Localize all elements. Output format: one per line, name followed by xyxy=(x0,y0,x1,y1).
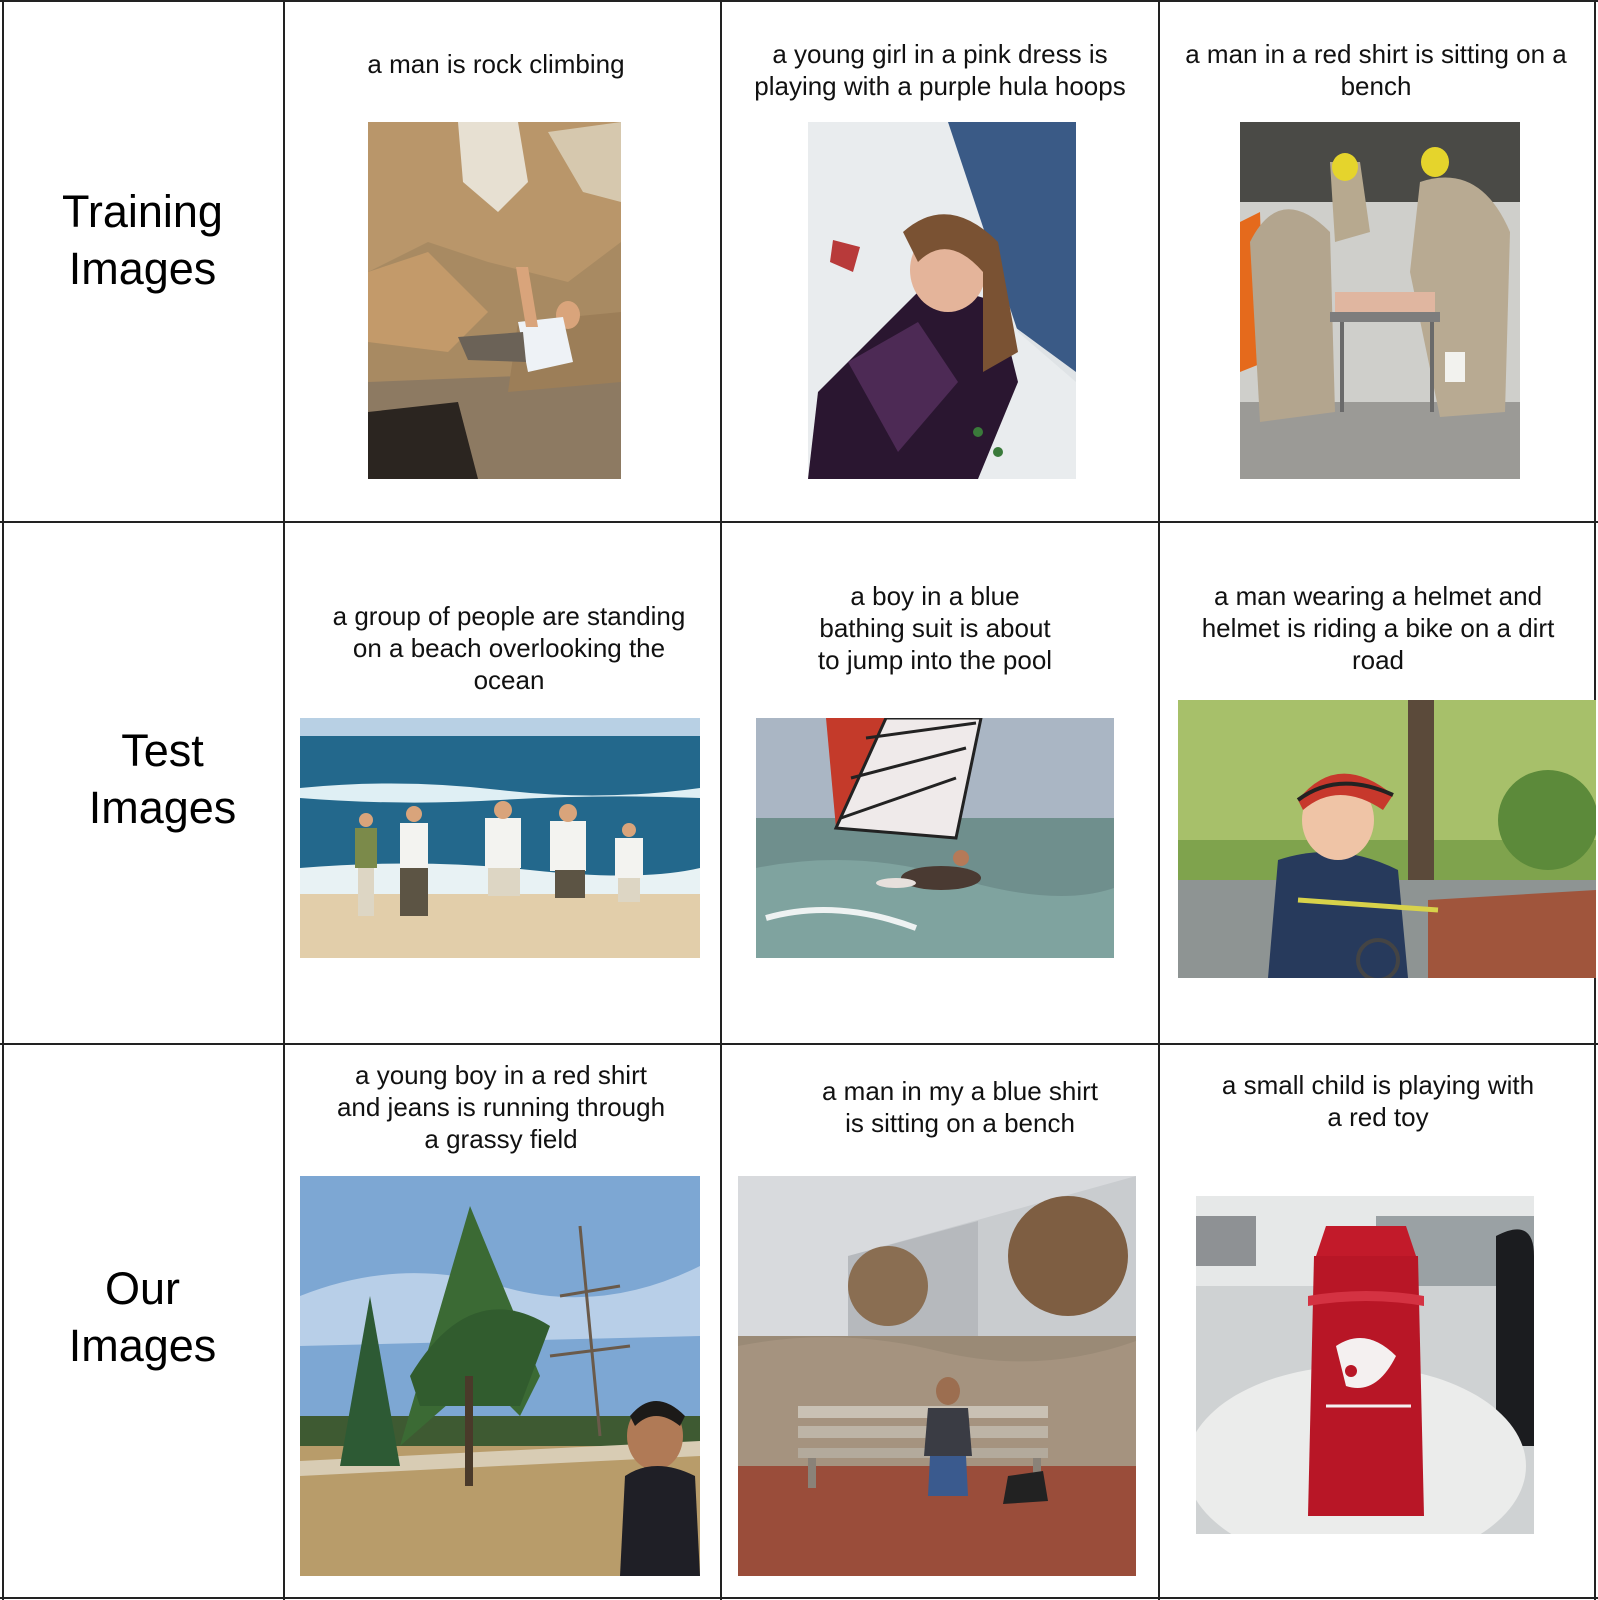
windsurfer-photo xyxy=(756,718,1114,958)
caption-cell-3: a man in a red shirt is sitting on a ben… xyxy=(1185,39,1567,101)
caption-cell-8: a man in my a blue shirt is sitting on a… xyxy=(821,1076,1098,1138)
row-label-training: Training Images xyxy=(62,186,223,294)
grid-line xyxy=(283,0,285,1600)
caption-cell-7: a young boy in a red shirt and jeans is … xyxy=(336,1060,666,1154)
caption-cell-6: a man wearing a helmet and helmet is rid… xyxy=(1201,581,1555,675)
beach-group-photo xyxy=(300,718,700,958)
row-label-test: Test Images xyxy=(88,725,237,833)
man-on-bench-photo xyxy=(738,1176,1136,1576)
hazmat-suits-photo xyxy=(1240,122,1520,479)
grid-line xyxy=(720,0,722,1600)
grid-line xyxy=(0,0,1598,2)
caption-cell-9: a small child is playing with a red toy xyxy=(1221,1070,1535,1132)
girl-purple-dress-photo xyxy=(808,122,1076,479)
caption-cell-2: a young girl in a pink dress is playing … xyxy=(754,39,1126,101)
caption-cell-4: a group of people are standing on a beac… xyxy=(332,601,686,695)
red-water-bottle-photo xyxy=(1196,1196,1534,1534)
caption-cell-1: a man is rock climbing xyxy=(367,49,625,79)
caption-cell-5: a boy in a blue bathing suit is about to… xyxy=(817,581,1053,675)
rock-climber-photo xyxy=(368,122,621,479)
pine-tree-park-photo xyxy=(300,1176,700,1576)
grid-line xyxy=(2,0,4,1600)
grid-line xyxy=(0,521,1598,523)
grid-line xyxy=(0,1043,1598,1045)
grid-line xyxy=(0,1597,1598,1599)
grid-line xyxy=(1158,0,1160,1600)
row-label-our: Our Images xyxy=(68,1263,217,1371)
boy-bike-helmet-photo xyxy=(1178,700,1596,978)
